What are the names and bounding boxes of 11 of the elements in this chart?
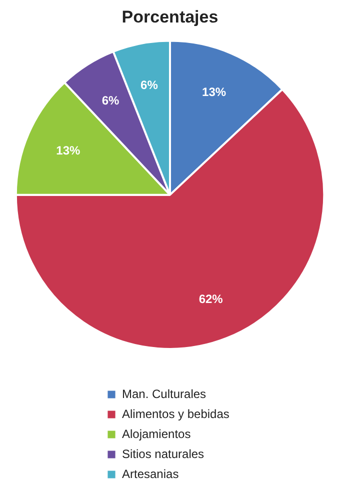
data-label: 13% [202, 85, 226, 100]
legend-label: Man. Culturales [122, 387, 206, 401]
data-label: 6% [102, 93, 120, 108]
legend-label: Artesanias [122, 467, 179, 481]
data-label: 62% [198, 292, 224, 306]
legend-label: Sitios naturales [122, 447, 204, 461]
data-label: 13% [56, 143, 81, 158]
chart-title: Porcentajes [122, 8, 218, 26]
data-label: 6% [140, 78, 158, 92]
legend-label: Alimentos y bebidas [122, 407, 230, 421]
legend-label: Alojamientos [122, 427, 191, 441]
